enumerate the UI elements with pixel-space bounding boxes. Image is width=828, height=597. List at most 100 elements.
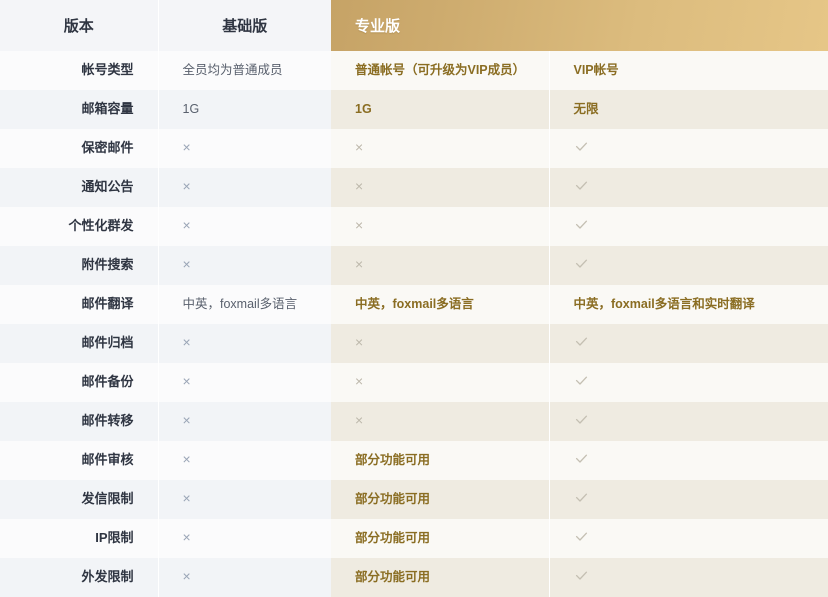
table-row: 邮件转移 × × (0, 402, 828, 441)
table-row: 外发限制 × 部分功能可用 (0, 558, 828, 597)
check-icon (574, 334, 589, 349)
cell-basic-8: × (158, 363, 331, 402)
row-label-11: 发信限制 (0, 480, 159, 519)
table-row: 帐号类型 全员均为普通成员 普通帐号（可升级为VIP成员） VIP帐号 (0, 51, 828, 90)
cell-basic-5: × (158, 246, 331, 285)
cross-icon: × (355, 334, 364, 351)
column-header-feature: 版本 (0, 0, 159, 51)
table-row: 邮件审核 × 部分功能可用 (0, 441, 828, 480)
cell-pro-vip-7 (549, 324, 828, 363)
cell-basic-6: 中英，foxmail多语言 (158, 285, 331, 324)
table-header: 版本 基础版 专业版 (0, 0, 828, 51)
cell-pro-standard-11: 部分功能可用 (331, 480, 550, 519)
cell-basic-12: × (158, 519, 331, 558)
cross-icon: × (355, 139, 364, 156)
cell-basic-9: × (158, 402, 331, 441)
cell-pro-vip-3 (549, 168, 828, 207)
check-icon (574, 139, 589, 154)
check-icon (574, 256, 589, 271)
row-label-5: 附件搜索 (0, 246, 159, 285)
cell-pro-standard-9: × (331, 402, 550, 441)
cell-basic-0: 全员均为普通成员 (158, 51, 331, 90)
row-label-10: 邮件审核 (0, 441, 159, 480)
cross-icon: × (182, 256, 191, 273)
cell-pro-standard-6: 中英，foxmail多语言 (331, 285, 550, 324)
check-icon (574, 373, 589, 388)
cross-icon: × (182, 334, 191, 351)
cell-pro-vip-0: VIP帐号 (549, 51, 828, 90)
check-icon (574, 451, 589, 466)
cell-pro-standard-3: × (331, 168, 550, 207)
row-label-2: 保密邮件 (0, 129, 159, 168)
cross-icon: × (182, 217, 191, 234)
row-label-7: 邮件归档 (0, 324, 159, 363)
cell-pro-standard-5: × (331, 246, 550, 285)
cell-pro-vip-4 (549, 207, 828, 246)
table-body: 帐号类型 全员均为普通成员 普通帐号（可升级为VIP成员） VIP帐号 邮箱容量 1G 1G… (0, 51, 828, 597)
check-icon (574, 412, 589, 427)
column-header-professional: 专业版 (331, 0, 828, 51)
table-row: 保密邮件 × × (0, 129, 828, 168)
check-icon (574, 178, 589, 193)
cross-icon: × (182, 139, 191, 156)
cross-icon: × (355, 217, 364, 234)
cell-pro-standard-10: 部分功能可用 (331, 441, 550, 480)
cross-icon: × (355, 412, 364, 429)
column-header-basic: 基础版 (158, 0, 331, 51)
cell-basic-2: × (158, 129, 331, 168)
table-row: 个性化群发 × × (0, 207, 828, 246)
row-label-1: 邮箱容量 (0, 90, 159, 129)
table-row: 发信限制 × 部分功能可用 (0, 480, 828, 519)
table-row: 邮件归档 × × (0, 324, 828, 363)
cell-pro-vip-9 (549, 402, 828, 441)
cross-icon: × (355, 178, 364, 195)
cell-pro-standard-2: × (331, 129, 550, 168)
row-label-3: 通知公告 (0, 168, 159, 207)
cell-basic-11: × (158, 480, 331, 519)
cross-icon: × (182, 412, 191, 429)
row-label-12: IP限制 (0, 519, 159, 558)
check-icon (574, 568, 589, 583)
row-label-6: 邮件翻译 (0, 285, 159, 324)
table-row: 通知公告 × × (0, 168, 828, 207)
cell-basic-1: 1G (158, 90, 331, 129)
cell-basic-7: × (158, 324, 331, 363)
cell-pro-standard-8: × (331, 363, 550, 402)
cell-pro-vip-13 (549, 558, 828, 597)
cell-pro-standard-0: 普通帐号（可升级为VIP成员） (331, 51, 550, 90)
cell-pro-standard-4: × (331, 207, 550, 246)
cell-pro-standard-13: 部分功能可用 (331, 558, 550, 597)
table-header-row: 版本 基础版 专业版 (0, 0, 828, 51)
cell-pro-standard-1: 1G (331, 90, 550, 129)
cell-pro-vip-2 (549, 129, 828, 168)
cell-pro-standard-12: 部分功能可用 (331, 519, 550, 558)
table-row: 邮件翻译 中英，foxmail多语言 中英，foxmail多语言 中英，foxmail… (0, 285, 828, 324)
row-label-0: 帐号类型 (0, 51, 159, 90)
cell-pro-standard-7: × (331, 324, 550, 363)
cell-basic-4: × (158, 207, 331, 246)
row-label-8: 邮件备份 (0, 363, 159, 402)
cell-pro-vip-10 (549, 441, 828, 480)
cross-icon: × (182, 451, 191, 468)
check-icon (574, 217, 589, 232)
check-icon (574, 490, 589, 505)
cell-basic-13: × (158, 558, 331, 597)
cell-pro-vip-1: 无限 (549, 90, 828, 129)
cross-icon: × (355, 373, 364, 390)
cell-pro-vip-6: 中英，foxmail多语言和实时翻译 (549, 285, 828, 324)
table-row: 附件搜索 × × (0, 246, 828, 285)
cross-icon: × (182, 529, 191, 546)
cell-pro-vip-8 (549, 363, 828, 402)
cross-icon: × (182, 490, 191, 507)
row-label-4: 个性化群发 (0, 207, 159, 246)
cell-pro-vip-5 (549, 246, 828, 285)
row-label-13: 外发限制 (0, 558, 159, 597)
cell-pro-vip-12 (549, 519, 828, 558)
check-icon (574, 529, 589, 544)
cross-icon: × (355, 256, 364, 273)
cross-icon: × (182, 178, 191, 195)
table-row: 邮件备份 × × (0, 363, 828, 402)
table-row: IP限制 × 部分功能可用 (0, 519, 828, 558)
cross-icon: × (182, 568, 191, 585)
